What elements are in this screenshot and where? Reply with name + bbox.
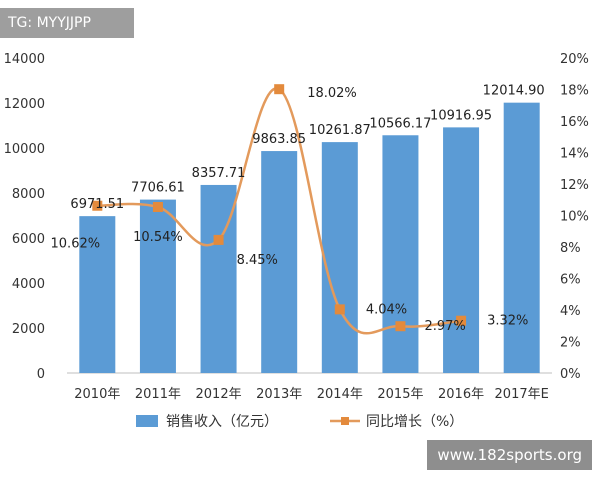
bar-value-label: 12014.90 [483, 84, 545, 99]
legend-bar-label: 销售收入（亿元） [166, 414, 278, 430]
growth-marker [456, 315, 467, 326]
growth-marker [152, 201, 163, 212]
bar-value-labels: 6971.51 7706.61 8357.71 9863.8510261.871056… [70, 84, 544, 212]
right-tick-label: 8% [560, 241, 581, 256]
watermark-top-tag: TG: MYYJJPP [0, 8, 134, 38]
bar-value-label: 10566.17 [369, 116, 431, 131]
growth-marker [213, 234, 224, 245]
right-tick-label: 12% [560, 178, 589, 193]
bar-series [79, 102, 540, 374]
category-labels: 2010年 2011年 2012年 2013年 2014年 2015年 2016年 2017年… [74, 387, 549, 402]
growth-value-label: 18.02% [307, 86, 357, 101]
right-tick-label: 2% [560, 336, 581, 351]
right-tick-label: 10% [560, 210, 589, 225]
left-tick-label: 6000 [12, 232, 45, 247]
left-tick-label: 8000 [12, 187, 45, 202]
right-tick-label: 18% [560, 84, 589, 99]
legend-line-label: 同比增长（%） [366, 414, 463, 430]
right-tick-label: 4% [560, 304, 581, 319]
right-tick-label: 0% [560, 367, 581, 382]
category-label: 2013年 [256, 387, 302, 402]
left-tick-label: 2000 [12, 322, 45, 337]
left-tick-label: 10000 [4, 142, 45, 157]
growth-marker [395, 321, 406, 332]
bar-value-label: 10916.95 [430, 108, 492, 123]
growth-marker [274, 84, 285, 95]
category-label: 2016年 [438, 387, 484, 402]
category-label: 2011年 [135, 387, 181, 402]
growth-markers [92, 84, 467, 332]
bar [443, 127, 480, 373]
bar [139, 199, 176, 373]
bar-value-label: 7706.61 [131, 181, 185, 196]
right-tick-label: 20% [560, 52, 589, 67]
right-axis-ticks: 0% 2% 4% 6% 8% 10% 12% 14% 16% 18% 20% [560, 52, 589, 382]
growth-value-label: 8.45% [237, 253, 278, 268]
legend: 销售收入（亿元） 同比增长（%） [136, 414, 463, 430]
category-label: 2010年 [74, 387, 120, 402]
right-tick-label: 14% [560, 147, 589, 162]
category-label: 2015年 [377, 387, 423, 402]
left-axis-ticks: 0 2000 4000 6000 8000 10000 12000 14000 [4, 52, 45, 382]
bar-value-label: 6971.51 [70, 197, 124, 212]
watermark-bottom-tag: www.182sports.org [427, 440, 592, 470]
right-tick-label: 16% [560, 115, 589, 130]
category-label: 2014年 [317, 387, 363, 402]
left-tick-label: 14000 [4, 52, 45, 67]
bar [261, 151, 298, 373]
bar-value-label: 10261.87 [309, 123, 371, 138]
right-tick-label: 6% [560, 273, 581, 288]
growth-value-label: 4.04% [366, 302, 407, 317]
left-tick-label: 0 [37, 367, 45, 382]
growth-marker [334, 304, 345, 315]
category-label: 2012年 [196, 387, 242, 402]
left-tick-label: 4000 [12, 277, 45, 292]
bar [321, 142, 358, 373]
growth-value-label: 2.97% [424, 319, 465, 334]
legend-line-marker [341, 417, 349, 425]
growth-marker [92, 200, 103, 211]
bar-value-label: 9863.85 [252, 132, 306, 147]
legend-bar-swatch [136, 415, 158, 427]
bar [382, 135, 419, 373]
bar [79, 216, 116, 373]
left-tick-label: 12000 [4, 97, 45, 112]
bar [503, 102, 540, 374]
growth-value-label: 10.54% [133, 230, 183, 245]
growth-value-labels: 10.62% 10.54% 8.45% 18.02% 4.04% 2.97% 3.32% [51, 86, 529, 334]
bar-value-label: 8357.71 [192, 166, 246, 181]
category-label: 2017年E [495, 387, 549, 402]
growth-value-label: 10.62% [51, 237, 101, 252]
growth-value-label: 3.32% [487, 314, 528, 329]
